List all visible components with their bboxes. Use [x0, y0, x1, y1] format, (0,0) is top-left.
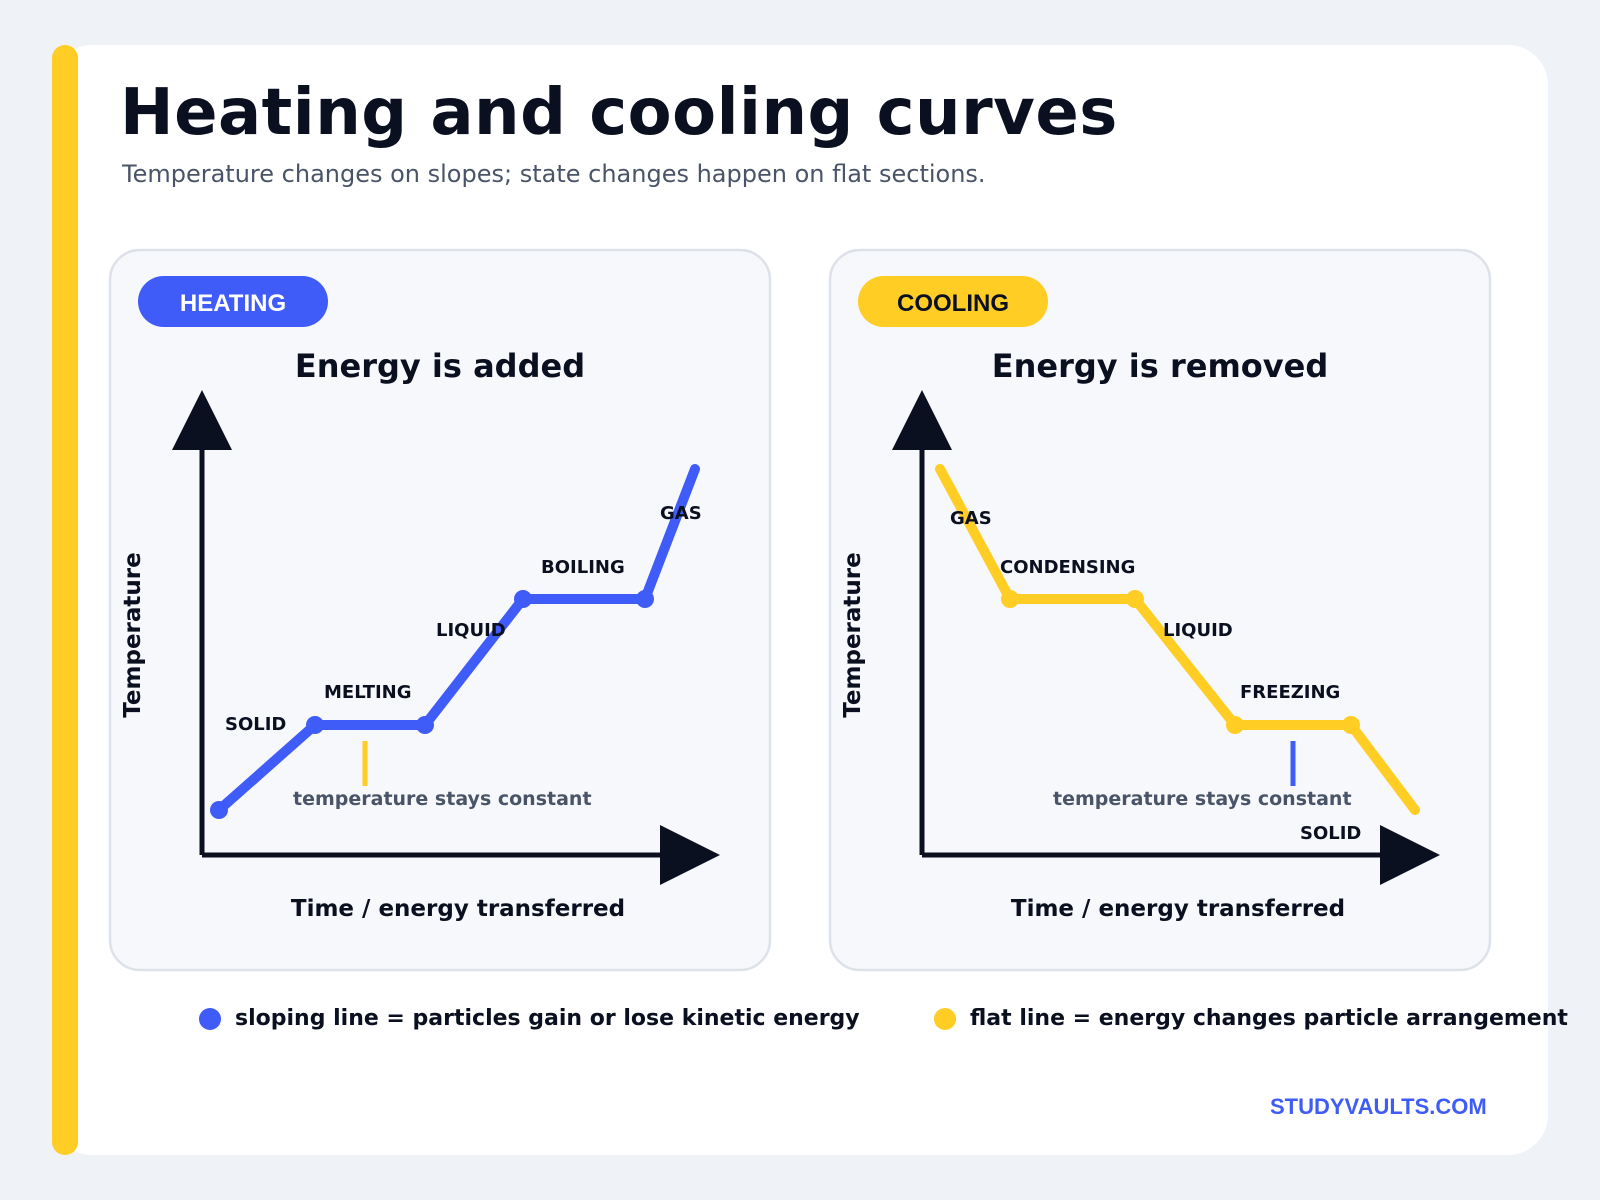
cooling-phase-freezing: FREEZING — [1240, 682, 1340, 703]
heating-y-axis-arrow — [172, 390, 232, 450]
blue-dot-icon — [199, 1007, 221, 1030]
page-subtitle: Temperature changes on slopes; state cha… — [122, 160, 986, 188]
cooling-note: temperature stays constant — [1053, 788, 1352, 810]
heating-phase-gas: GAS — [660, 503, 702, 524]
yellow-dot-icon — [934, 1007, 956, 1030]
cooling-badge — [858, 276, 1048, 327]
cooling-curve-point — [1342, 716, 1360, 734]
heating-panel: HEATING Energy is added Temperature Time… — [108, 248, 772, 972]
heating-heading: Energy is added — [295, 347, 585, 385]
cooling-curve-point — [1001, 590, 1019, 608]
cooling-curve-point — [1226, 716, 1244, 734]
heating-badge-label: HEATING — [180, 290, 286, 317]
heating-curve — [214, 464, 700, 815]
card-accent-bar — [52, 45, 78, 1155]
heating-badge — [138, 276, 328, 327]
heating-curve-point — [306, 716, 324, 734]
heating-note: temperature stays constant — [293, 788, 592, 810]
cooling-x-axis-title: Time / energy transferred — [1011, 896, 1345, 922]
heating-curve-point — [210, 801, 228, 819]
heating-panel-box — [108, 248, 772, 972]
legend-item-sloping: sloping line = particles gain or lose ki… — [199, 1006, 860, 1031]
heating-phase-liquid: LIQUID — [436, 620, 506, 641]
legend-item-flat: flat line = energy changes particle arra… — [934, 1006, 1568, 1031]
cooling-phase-condensing: CONDENSING — [1000, 557, 1135, 578]
cooling-phase-liquid: LIQUID — [1163, 620, 1233, 641]
cooling-x-axis-arrow — [1380, 825, 1440, 885]
heating-x-axis-title: Time / energy transferred — [291, 896, 625, 922]
heating-phase-boiling: BOILING — [541, 557, 625, 578]
cooling-y-axis-title: Temperature — [840, 552, 866, 717]
heating-curve-point — [636, 590, 654, 608]
page-title: Heating and cooling curves — [120, 76, 1118, 150]
cooling-badge-label: COOLING — [897, 290, 1009, 317]
heating-phase-solid: SOLID — [225, 714, 286, 735]
legend-label-sloping: sloping line = particles gain or lose ki… — [235, 1006, 860, 1031]
cooling-y-axis-arrow — [892, 390, 952, 450]
legend-label-flat: flat line = energy changes particle arra… — [970, 1006, 1568, 1031]
heating-curve-point — [514, 590, 532, 608]
cooling-heading: Energy is removed — [992, 347, 1328, 385]
cooling-phase-gas: GAS — [950, 508, 992, 529]
cooling-curve-point — [1126, 590, 1144, 608]
cooling-curve — [935, 464, 1420, 815]
heating-x-axis-arrow — [660, 825, 720, 885]
heating-phase-melting: MELTING — [324, 682, 412, 703]
heating-curve-point — [416, 716, 434, 734]
cooling-panel-box — [828, 248, 1492, 972]
cooling-phase-solid: SOLID — [1300, 823, 1361, 844]
brand-footer: STUDYVAULTS.COM — [1270, 1094, 1487, 1119]
heating-y-axis-title: Temperature — [120, 552, 146, 717]
cooling-panel: COOLING Energy is removed Temperature Ti… — [828, 248, 1492, 972]
